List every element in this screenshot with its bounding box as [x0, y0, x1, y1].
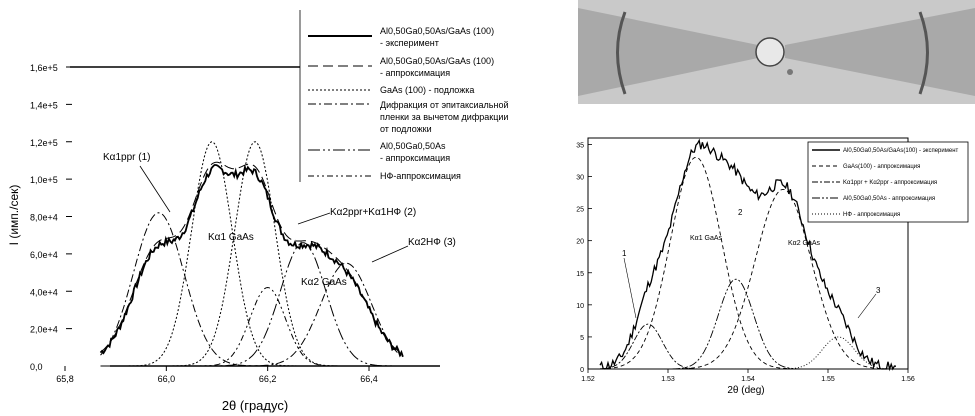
right-x-tick-label: 1.55: [821, 376, 835, 383]
right-x-tick-label: 1.54: [741, 376, 755, 383]
right-y-tick-label: 20: [576, 239, 584, 246]
left-peak-ka2nf: [100, 262, 404, 367]
right-legend-3: Kα1ppr + Kα2ppr - аппроксимация: [843, 180, 937, 186]
left-x-tick-label: 66,0: [158, 374, 176, 384]
right-y-tick-label: 25: [576, 207, 584, 214]
left-x-tick-label: 66,4: [360, 374, 378, 384]
right-annotation-3: 3: [876, 286, 881, 295]
legend-4-l1: Дифракция от эпитаксиальной: [380, 100, 509, 110]
photo-dot: [787, 69, 793, 75]
left-y-tick-label: 8,0e+4: [30, 213, 58, 223]
right-curves: [599, 138, 897, 372]
right-x-label: 2θ (deg): [727, 385, 764, 396]
right-legend: Al0,50Ga0,50As/GaAs(100) - эксперимент G…: [807, 141, 969, 223]
right-x-tick-label: 1.56: [901, 376, 915, 383]
right-legend-1: Al0,50Ga0,50As/GaAs(100) - эксперимент: [843, 148, 959, 154]
left-y-tick-label: 1,6e+5: [30, 63, 58, 73]
right-y-tick-label: 0: [580, 367, 584, 374]
right-y-tick-label: 35: [576, 142, 584, 149]
right-annotation-1-leader: [623, 257, 637, 319]
photo-left-wedge: [578, 8, 758, 96]
annotation-ka1-gaas: Kα1 GaAs: [208, 232, 254, 243]
right-x-tick-label: 1.53: [661, 376, 675, 383]
right-y-tick-label: 15: [576, 271, 584, 278]
right-peak-4: [600, 278, 896, 370]
right-x-ticks: 1.52 1.53 1.54 1.55 1.56: [581, 369, 915, 383]
right-peak-5: [600, 336, 897, 370]
right-annotation-1: 1: [622, 249, 627, 258]
left-x-label: 2θ (градус): [222, 398, 288, 413]
right-chart: 0 5 10 15 20 25 30 35 1.52 1.53 1.54 1.55 1.56 2θ (…: [576, 137, 969, 396]
left-experiment-curve: [99, 164, 404, 358]
left-legend: Al0,50Ga0,50As/GaAs (100) - эксперимент …: [299, 10, 509, 182]
right-y-tick-label: 5: [580, 335, 584, 342]
legend-1-l2: - эксперимент: [380, 38, 439, 48]
micrograph-image: [578, 0, 975, 104]
legend-6-l1: НФ-аппроксимация: [380, 171, 461, 181]
left-y-tick-label: 0,0: [30, 362, 43, 372]
left-y-tick-label: 1,0e+5: [30, 175, 58, 185]
right-legend-box: [807, 141, 969, 223]
left-approximation-curve: [100, 161, 404, 355]
left-y-label: I (имп./сек): [7, 185, 21, 246]
legend-4-l3: от подложки: [380, 124, 432, 134]
photo-center-circle: [755, 37, 785, 67]
left-y-tick-label: 2,0e+4: [30, 325, 58, 335]
right-legend-4: Al0,50Ga0,50As - аппроксимация: [843, 196, 935, 202]
left-chart: 0,0 2,0e+4 4,0e+4 6,0e+4 8,0e+4 1,0e+5 1,2e+5 1…: [7, 63, 456, 413]
left-y-ticks: 0,0 2,0e+4 4,0e+4 6,0e+4 8,0e+4 1,0e+5 1,2e+5 1…: [30, 63, 72, 372]
right-annotation-3-leader: [857, 293, 877, 319]
left-y-tick-label: 6,0e+4: [30, 250, 58, 260]
left-peak-nf: [100, 286, 403, 367]
legend-1-l1: Al0,50Ga0,50As/GaAs (100): [380, 26, 494, 36]
left-x-tick-label: 66,2: [259, 374, 277, 384]
annotation-ka2-gaas: Kα2 GaAs: [301, 277, 347, 288]
photo-right-wedge: [785, 8, 975, 96]
legend-3-l1: GaAs (100) - подложка: [380, 85, 474, 95]
annotation-ka2nf: Kα2НФ (3): [408, 237, 456, 248]
left-y-tick-label: 1,4e+5: [30, 100, 58, 110]
annotation-ka2ppr-leader: [297, 212, 331, 225]
legend-2-l2: - аппроксимация: [380, 68, 450, 78]
right-peak-label-2: Kα2 GaAs: [788, 240, 821, 247]
right-y-tick-label: 10: [576, 303, 584, 310]
left-x-tick-label: 65,8: [56, 374, 74, 384]
right-y-tick-label: 30: [576, 175, 584, 182]
legend-2-l1: Al0,50Ga0,50As/GaAs (100): [380, 56, 494, 66]
right-annotation-2: 2: [738, 208, 743, 217]
right-legend-5: НФ - аппроксимация: [843, 212, 900, 218]
annotation-ka2nf-leader: [371, 245, 409, 263]
legend-5-l2: - аппроксимация: [380, 153, 450, 163]
right-y-ticks: 0 5 10 15 20 25 30 35: [576, 142, 592, 374]
left-y-tick-label: 4,0e+4: [30, 287, 58, 297]
right-x-tick-label: 1.52: [581, 376, 595, 383]
left-y-tick-label: 1,2e+5: [30, 138, 58, 148]
right-peak-label-1: Kα1 GaAs: [690, 235, 723, 242]
left-x-ticks: 65,8 66,0 66,2 66,4: [56, 366, 378, 384]
annotation-ka1ppr: Kα1ppr (1): [103, 152, 150, 163]
photo-right-arc: [918, 11, 929, 95]
photo-left-arc: [616, 11, 627, 95]
annotation-ka1ppr-leader: [139, 165, 171, 213]
right-legend-2: GaAs(100) - аппроксимация: [843, 164, 920, 170]
left-curves: [99, 141, 404, 367]
right-peak-2: [600, 188, 896, 370]
right-experiment-curve: [599, 138, 897, 372]
legend-5-l1: Al0,50Ga0,50As: [380, 141, 446, 151]
annotation-ka2ppr: Kα2ppr+Kα1НФ (2): [330, 207, 416, 218]
legend-4-l2: пленки за вычетом дифракции: [380, 112, 508, 122]
